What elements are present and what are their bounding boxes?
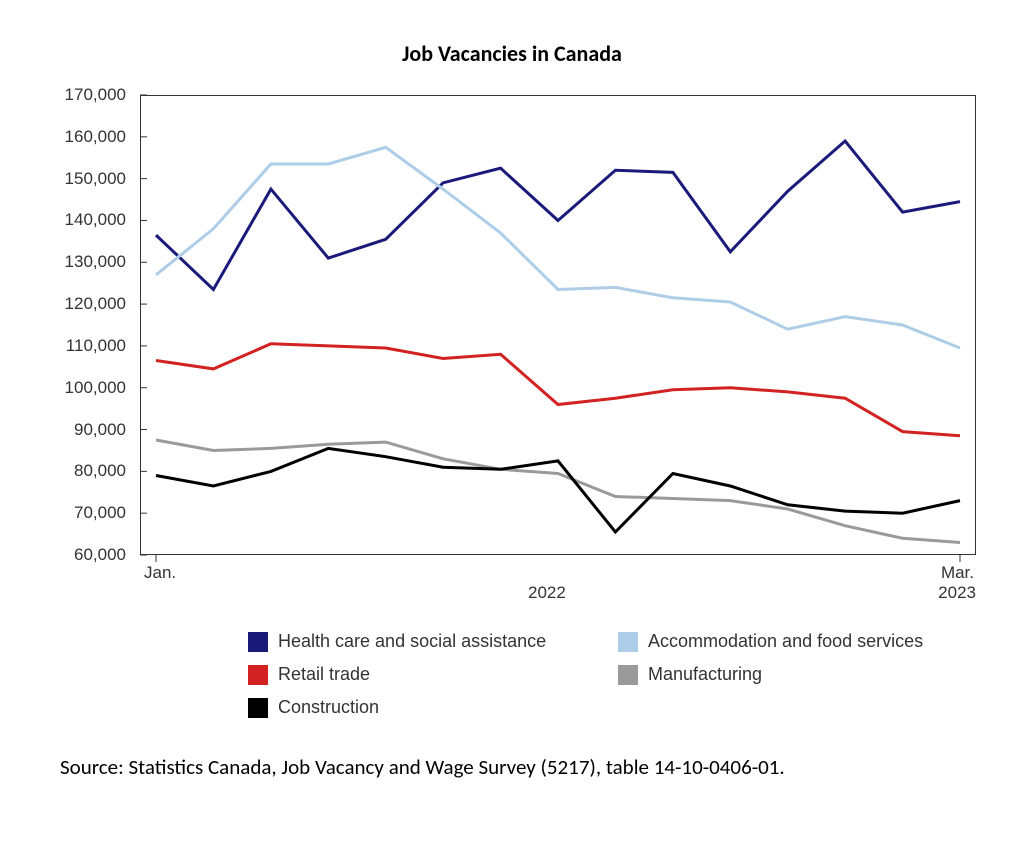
legend-swatch — [248, 665, 268, 685]
legend-label: Retail trade — [278, 664, 370, 685]
y-tick-label: 170,000 — [65, 85, 126, 105]
plot-svg — [140, 95, 976, 555]
x-label-jan: Jan. — [144, 563, 176, 583]
legend-item-health: Health care and social assistance — [248, 631, 598, 652]
series-line-retail — [156, 344, 960, 436]
series-line-manuf — [156, 440, 960, 543]
legend-label: Manufacturing — [648, 664, 762, 685]
legend-item-accom: Accommodation and food services — [618, 631, 968, 652]
y-tick-label: 140,000 — [65, 210, 126, 230]
x-label-end-year: 2023 — [938, 583, 976, 603]
y-tick-label: 80,000 — [74, 461, 126, 481]
legend-swatch — [248, 632, 268, 652]
legend-label: Construction — [278, 697, 379, 718]
legend-swatch — [248, 698, 268, 718]
series-line-constr — [156, 448, 960, 532]
x-axis-labels: Jan. 2022 Mar. 2023 — [48, 561, 976, 621]
y-tick-label: 100,000 — [65, 378, 126, 398]
x-label-mar: Mar. — [941, 563, 974, 583]
y-tick-label: 70,000 — [74, 503, 126, 523]
y-tick-label: 150,000 — [65, 169, 126, 189]
y-tick-label: 130,000 — [65, 252, 126, 272]
y-tick-label: 110,000 — [66, 336, 126, 356]
chart-area: 60,00070,00080,00090,000100,000110,00012… — [48, 95, 976, 555]
legend-item-manuf: Manufacturing — [618, 664, 968, 685]
legend-item-retail: Retail trade — [248, 664, 598, 685]
page-root: Job Vacancies in Canada 60,00070,00080,0… — [0, 0, 1024, 848]
y-tick-label: 90,000 — [74, 420, 126, 440]
y-tick-label: 160,000 — [65, 127, 126, 147]
legend-label: Health care and social assistance — [278, 631, 546, 652]
legend-swatch — [618, 665, 638, 685]
legend-label: Accommodation and food services — [648, 631, 923, 652]
legend-swatch — [618, 632, 638, 652]
legend-item-constr: Construction — [248, 697, 598, 718]
source-citation: Source: Statistics Canada, Job Vacancy a… — [60, 754, 976, 780]
series-line-accom — [156, 147, 960, 348]
plot-outer — [140, 95, 976, 555]
y-tick-label: 120,000 — [65, 294, 126, 314]
chart-legend: Health care and social assistance Accommo… — [248, 631, 968, 718]
y-axis-labels: 60,00070,00080,00090,000100,000110,00012… — [48, 95, 134, 555]
chart-title: Job Vacancies in Canada — [48, 40, 976, 67]
x-label-mid-year: 2022 — [528, 583, 566, 603]
